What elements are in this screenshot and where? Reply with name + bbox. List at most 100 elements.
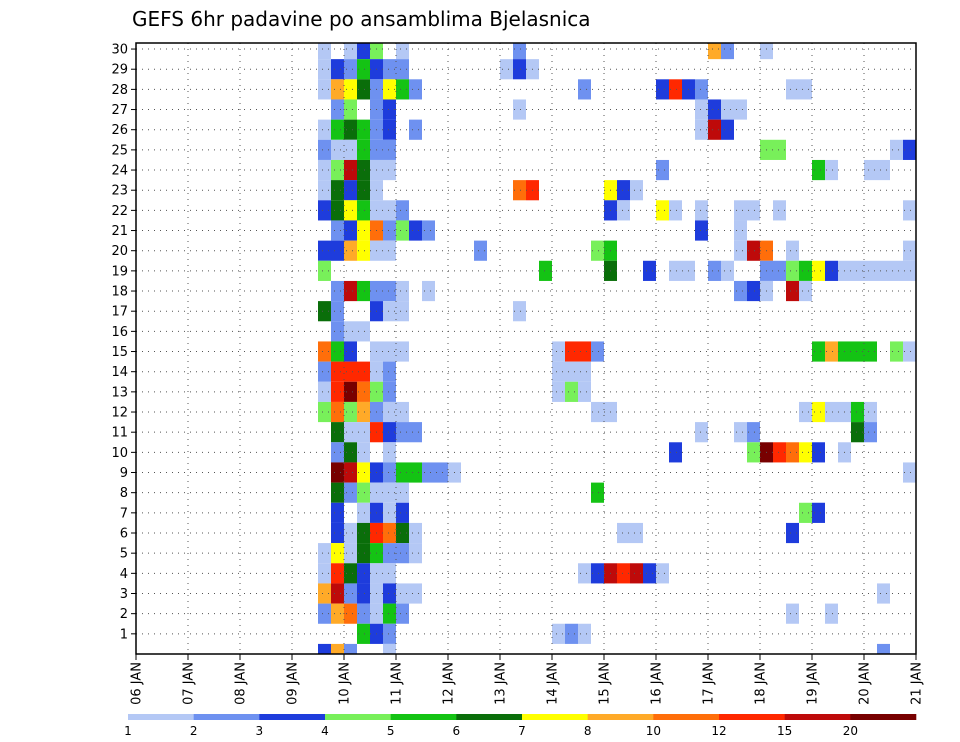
y-tick-label: 30: [111, 43, 128, 58]
heatmap-cell: [357, 240, 370, 261]
heatmap-cell: [344, 280, 357, 302]
heatmap-cell: [591, 341, 604, 362]
heatmap-cell: [318, 79, 331, 100]
heatmap-cell: [812, 502, 825, 523]
heatmap-cell: [357, 139, 370, 160]
heatmap-cell: [799, 79, 812, 100]
heatmap-cell: [357, 119, 370, 140]
heatmap-cell: [734, 200, 747, 221]
colorbar-label: 20: [843, 724, 858, 738]
colorbar-label: 5: [387, 724, 395, 738]
heatmap-cell: [383, 99, 396, 120]
heatmap-cell: [331, 99, 344, 120]
heatmap-cell: [344, 43, 357, 60]
y-tick-label: 7: [120, 506, 128, 521]
heatmap-cell: [825, 603, 838, 624]
heatmap-cell: [344, 200, 357, 221]
heatmap-cell: [552, 381, 565, 402]
heatmap-cell: [396, 280, 409, 302]
heatmap-cell: [344, 522, 357, 544]
x-tick-label: 06 JAN: [130, 662, 145, 705]
heatmap-cell: [344, 381, 357, 402]
y-tick-label: 17: [111, 305, 128, 320]
heatmap-cell: [344, 563, 357, 584]
heatmap-cell: [695, 119, 708, 140]
heatmap-cell: [396, 59, 409, 80]
heatmap-cell: [578, 563, 591, 584]
heatmap-cell: [578, 341, 591, 362]
heatmap-cell: [383, 623, 396, 644]
x-tick-label: 17 JAN: [702, 662, 717, 705]
heatmap-cell: [409, 220, 422, 241]
colorbar-label: 7: [518, 724, 526, 738]
y-tick-label: 22: [111, 204, 128, 219]
heatmap-cell: [383, 462, 396, 483]
colorbar-swatch: [587, 714, 654, 720]
heatmap-cell: [331, 462, 344, 483]
heatmap-cell: [331, 442, 344, 463]
heatmap-cell: [357, 603, 370, 624]
heatmap-cell: [734, 280, 747, 302]
heatmap-cell: [513, 180, 526, 201]
colorbar-label: 3: [256, 724, 264, 738]
x-tick-label: 13 JAN: [494, 662, 509, 705]
y-tick-label: 1: [120, 627, 128, 642]
heatmap-cell: [565, 623, 578, 644]
heatmap-cell: [344, 583, 357, 604]
heatmap-cell: [383, 159, 396, 181]
heatmap-cell: [877, 159, 890, 181]
heatmap-cell: [786, 260, 799, 281]
heatmap-cell: [695, 99, 708, 120]
heatmap-cell: [656, 200, 669, 221]
colorbar-swatch: [325, 714, 391, 720]
heatmap-cell: [695, 422, 708, 443]
heatmap-cell: [396, 301, 409, 322]
heatmap-cell: [708, 99, 721, 120]
heatmap-cell: [747, 442, 760, 463]
heatmap-cell: [331, 603, 344, 624]
heatmap-cell: [747, 280, 760, 302]
heatmap-cell: [318, 643, 331, 654]
y-tick-label: 19: [111, 264, 128, 279]
x-tick-label: 21 JAN: [910, 662, 925, 705]
heatmap-cell: [357, 442, 370, 463]
heatmap-cell: [864, 341, 877, 362]
x-tick-label: 09 JAN: [286, 662, 301, 705]
heatmap-cell: [318, 301, 331, 322]
heatmap-cell: [331, 139, 344, 160]
heatmap-cell: [591, 563, 604, 584]
heatmap-cell: [669, 260, 682, 281]
x-tick-label: 08 JAN: [234, 662, 249, 705]
heatmap-cell: [357, 43, 370, 60]
colorbar-swatch: [456, 714, 523, 720]
heatmap-cell: [396, 200, 409, 221]
heatmap-cell: [344, 59, 357, 80]
heatmap-cell: [903, 240, 916, 261]
heatmap-cell: [318, 583, 331, 604]
axis-layer: 1234567891011121314151617181920212223242…: [111, 43, 924, 705]
heatmap-cell: [396, 603, 409, 624]
x-tick-label: 18 JAN: [754, 662, 769, 705]
colorbar-label: 4: [321, 724, 329, 738]
heatmap-cell: [890, 260, 903, 281]
y-tick-label: 4: [120, 567, 128, 582]
heatmap-cell: [331, 482, 344, 503]
heatmap-cell: [383, 563, 396, 584]
heatmap-cell: [552, 623, 565, 644]
heatmap-cell: [786, 79, 799, 100]
heatmap-cell: [773, 260, 786, 281]
heatmap-cell: [383, 139, 396, 160]
colorbar-swatch: [390, 714, 457, 720]
heatmap-cell: [825, 401, 838, 423]
heatmap-cell: [357, 482, 370, 503]
cells-layer: [318, 43, 916, 654]
plot-frame: [135, 42, 917, 655]
heatmap-cell: [357, 522, 370, 544]
heatmap-cell: [383, 543, 396, 564]
heatmap-cell: [695, 220, 708, 241]
heatmap-cell: [734, 220, 747, 241]
heatmap-cell: [318, 159, 331, 181]
heatmap-cell: [383, 361, 396, 382]
heatmap-cell: [331, 301, 344, 322]
